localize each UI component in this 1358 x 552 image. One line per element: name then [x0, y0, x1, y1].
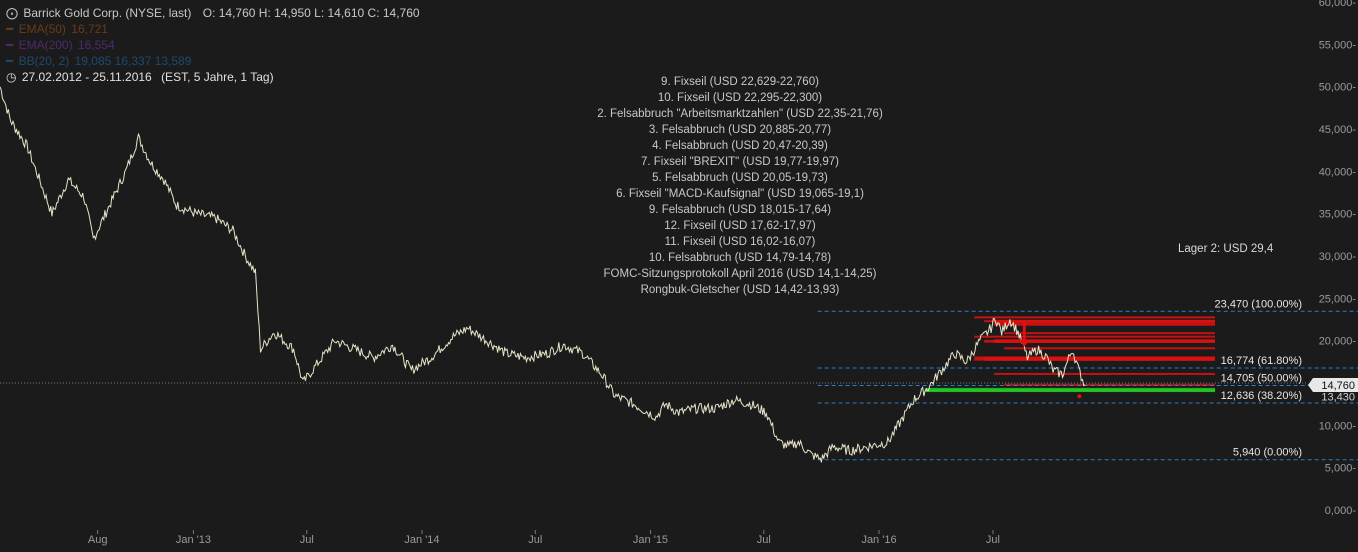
range-note: (EST, 5 Jahre, 1 Tag)	[161, 70, 274, 84]
resistance-zone	[1004, 383, 1215, 386]
x-tick-label: Jan '16	[861, 534, 896, 546]
fib-level-label: 23,470 (100.00%)	[1215, 298, 1302, 310]
x-tick-label: Jul	[528, 534, 542, 546]
x-tick-label: Jan '13	[176, 534, 211, 546]
y-tick-label: 35,000-	[1319, 209, 1357, 221]
x-axis: Aug Jan '13 Jul Jan '14 Jul Jan '15 Jul Jan '16…	[88, 530, 1000, 546]
annotation-item: 6. Fixseil "MACD-Kaufsignal" (USD 19,065…	[616, 188, 864, 200]
ema200-swatch-icon: ━	[6, 38, 14, 52]
range-dates: 27.02.2012 - 25.11.2016	[21, 70, 152, 84]
annotation-item: FOMC-Sitzungsprotokoll April 2016 (USD 1…	[603, 268, 877, 280]
annotation-item: 5. Felsabbruch (USD 20,05-19,73)	[652, 172, 828, 184]
annotation-list: 9. Fixseil (USD 22,629-22,760) 10. Fixsei…	[560, 74, 920, 298]
x-tick-label: Jan '14	[404, 534, 439, 546]
secondary-price-label: 13,430	[1321, 391, 1355, 403]
annotation-item: 7. Fixseil "BREXIT" (USD 19,77-19,97)	[641, 156, 839, 168]
annotation-item: 3. Felsabbruch (USD 20,885-20,77)	[648, 124, 832, 136]
x-tick-label: Jul	[757, 534, 771, 546]
bb-values: 19,085 16,337 13,589	[74, 54, 192, 68]
ema50-swatch-icon: ━	[6, 22, 14, 36]
fib-level-label: 5,940 (0.00%)	[1233, 447, 1302, 459]
instrument-label: Barrick Gold Corp. (NYSE, last)	[23, 6, 192, 20]
low-marker	[1077, 394, 1082, 399]
y-tick-label: 50,000-	[1319, 82, 1357, 94]
price-line	[0, 86, 1086, 463]
lager-label: Lager 2: USD 29,4	[1178, 243, 1274, 255]
chart-type-icon[interactable]: ⨀	[6, 6, 18, 20]
bb-label: BB(20, 2)	[18, 54, 70, 68]
annotation-item: 9. Fixseil (USD 22,629-22,760)	[661, 76, 819, 88]
annotation-item: 9. Felsabbruch (USD 18,015-17,64)	[648, 204, 832, 216]
x-tick-label: Jan '15	[633, 534, 668, 546]
fib-level-label: 16,774 (61.80%)	[1221, 355, 1302, 367]
resistance-zone	[984, 356, 1215, 361]
x-tick-label: Aug	[88, 534, 108, 546]
y-tick-label: 25,000-	[1319, 293, 1357, 305]
zones	[925, 316, 1215, 393]
down-arrow-head-icon	[1018, 339, 1031, 347]
ohlc-readout: O: 14,760 H: 14,950 L: 14,610 C: 14,760	[202, 6, 420, 20]
annotation-item: Rongbuk-Gletscher (USD 14,42-13,93)	[640, 284, 840, 296]
y-tick-label: 0,000-	[1325, 505, 1357, 517]
y-tick-label: 60,000-	[1319, 0, 1357, 9]
resistance-zone	[1004, 347, 1215, 350]
last-price-label: 14,760	[1321, 380, 1355, 392]
resistance-zone	[974, 335, 1215, 338]
legend-ema50[interactable]: ━ EMA(50) 16,721	[6, 22, 110, 36]
resistance-zone	[994, 339, 1215, 343]
annotation-item: 4. Felsabbruch (USD 20,47-20,39)	[652, 140, 828, 152]
price-series	[0, 86, 1086, 463]
clock-icon: ◷	[6, 70, 17, 84]
annotation-item: 10. Felsabbruch (USD 14,79-14,78)	[648, 252, 832, 264]
fibonacci-levels: 23,470 (100.00%) 16,774 (61.80%) 14,705 (5…	[817, 298, 1358, 461]
y-tick-label: 55,000-	[1319, 39, 1357, 51]
y-tick-label: 30,000-	[1319, 251, 1357, 263]
annotation-item: 10. Fixseil (USD 22,295-22,300)	[657, 92, 823, 104]
annotation-item: 11. Fixseil (USD 16,02-16,07)	[664, 236, 816, 248]
bb-swatch-icon: ━	[6, 54, 14, 68]
resistance-zone	[994, 372, 1215, 375]
date-range[interactable]: ◷ 27.02.2012 - 25.11.2016 (EST, 5 Jahre,…	[6, 70, 276, 84]
support-zone	[925, 387, 1215, 393]
y-tick-label: 40,000-	[1319, 166, 1357, 178]
y-tick-label: 10,000-	[1319, 420, 1357, 432]
resistance-zone	[994, 319, 1215, 326]
ema50-value: 16,721	[71, 22, 108, 36]
resistance-zone	[974, 316, 1215, 319]
annotation-item: 2. Felsabbruch "Arbeitsmarktzahlen" (USD…	[597, 108, 883, 120]
legend-ema200[interactable]: ━ EMA(200) 16,554	[6, 38, 117, 52]
fib-level-label: 14,705 (50.00%)	[1221, 372, 1302, 384]
y-tick-label: 20,000-	[1319, 336, 1357, 348]
ema50-label: EMA(50)	[18, 22, 66, 36]
y-tick-label: 5,000-	[1325, 463, 1357, 475]
x-tick-label: Jul	[986, 534, 1000, 546]
fib-level-label: 12,636 (38.20%)	[1221, 390, 1302, 402]
y-axis: 0,000-5,000-10,000-15,000-20,000-25,000-…	[1319, 0, 1357, 517]
x-tick-label: Jul	[300, 534, 314, 546]
chart-header: ⨀ Barrick Gold Corp. (NYSE, last) O: 14,…	[6, 6, 422, 20]
annotation-item: 12. Fixseil (USD 17,62-17,97)	[664, 220, 816, 232]
legend-bollinger[interactable]: ━ BB(20, 2) 19,085 16,337 13,589	[6, 54, 193, 68]
ema200-value: 16,554	[77, 38, 115, 52]
ema200-label: EMA(200)	[18, 38, 73, 52]
last-price-tag[interactable]	[1308, 378, 1358, 393]
resistance-zone	[1004, 332, 1215, 335]
y-tick-label: 45,000-	[1319, 124, 1357, 136]
